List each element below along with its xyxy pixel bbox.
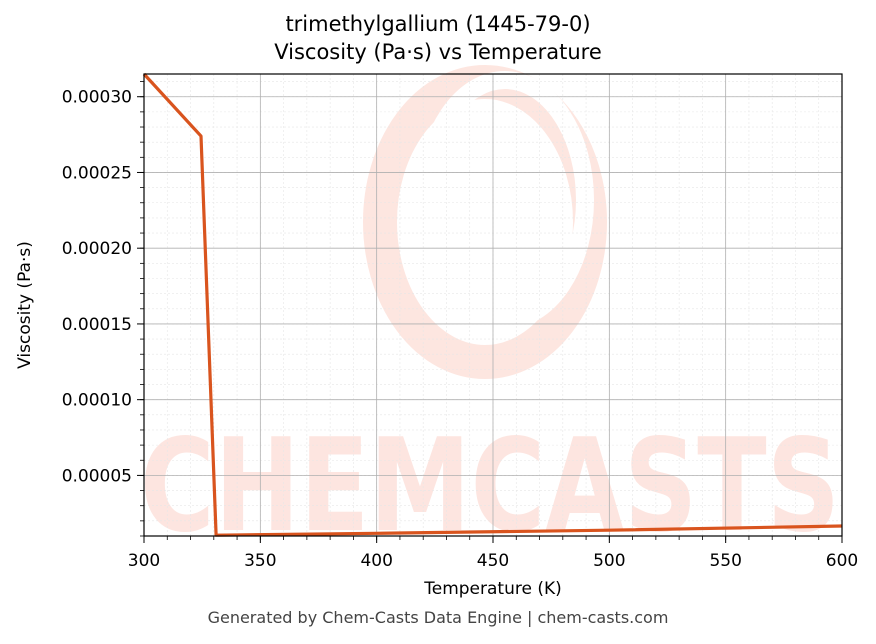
x-tick-label: 300	[128, 551, 160, 571]
series-line	[142, 72, 843, 537]
y-tick-label: 0.00020	[62, 239, 132, 259]
x-tick-label: 450	[477, 551, 509, 571]
y-tick-label: 0.00030	[62, 88, 132, 108]
x-tick-label: 600	[826, 551, 858, 571]
y-tick-label: 0.00005	[62, 466, 132, 486]
footer-credit: Generated by Chem-Casts Data Engine | ch…	[207, 608, 669, 627]
svg-text:CHEMCASTS: CHEMCASTS	[140, 412, 840, 561]
y-tick-label: 0.00025	[62, 163, 132, 183]
x-tick-label: 550	[709, 551, 741, 571]
y-axis-label: Viscosity (Pa·s)	[15, 241, 35, 369]
chart-subtitle: Viscosity (Pa·s) vs Temperature	[274, 40, 602, 64]
y-tick-label: 0.00015	[62, 315, 132, 335]
y-tick-label: 0.00010	[62, 391, 132, 411]
x-tick-label: 350	[244, 551, 276, 571]
chemcasts-watermark-logo: CHEMCASTS	[140, 65, 840, 561]
x-axis-label: Temperature (K)	[423, 579, 562, 599]
data-series	[142, 72, 843, 537]
y-axis-ticks: 0.00005 0.00010 0.00015 0.00020 0.00025 0.000…	[62, 81, 144, 537]
x-axis-ticks: 300 350 400 450 500 550 600	[128, 536, 858, 571]
x-tick-label: 500	[593, 551, 625, 571]
x-tick-label: 400	[360, 551, 392, 571]
chart-title: trimethylgallium (1445-79-0)	[285, 12, 591, 36]
